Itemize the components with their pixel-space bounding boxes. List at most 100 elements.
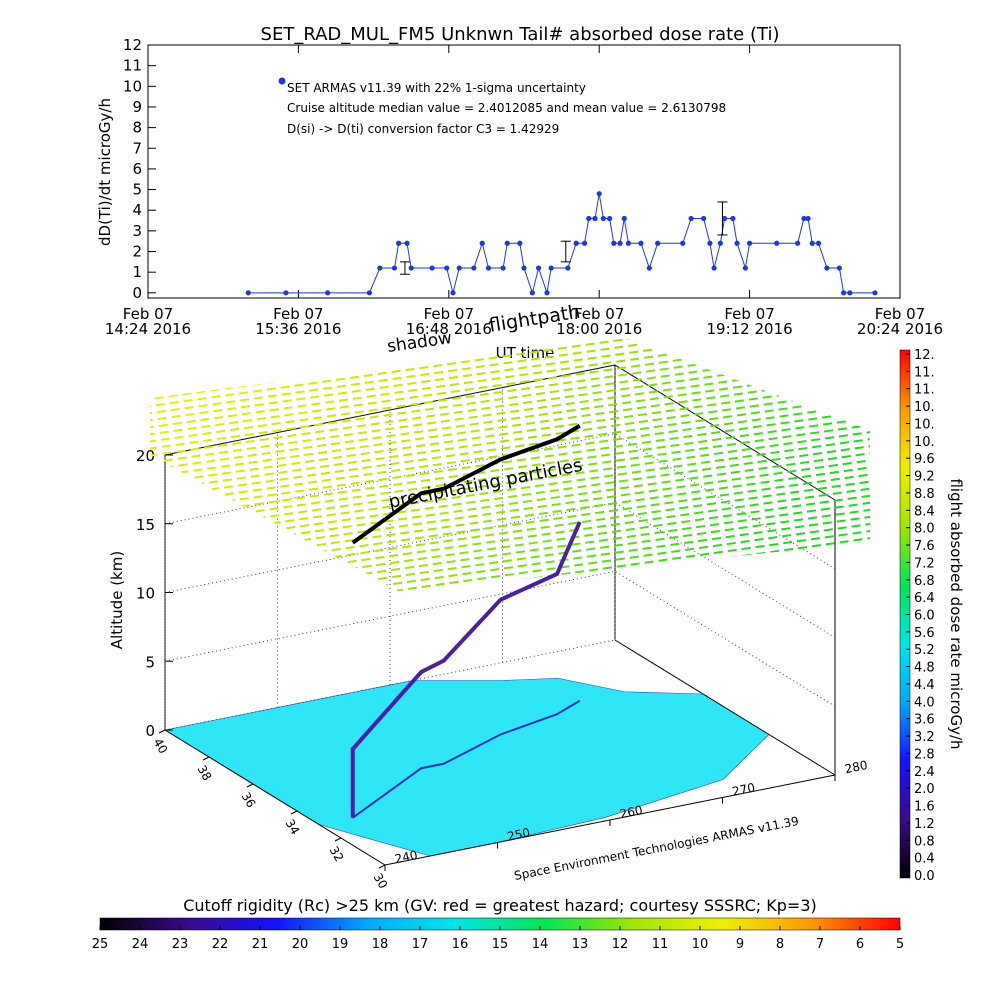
lat-tick (202, 756, 210, 761)
colorbar-tick-label: 5.6 (914, 626, 935, 641)
ground-track (352, 699, 581, 819)
colorbar-tick-label: 3.6 (914, 713, 935, 728)
data-point (600, 215, 606, 222)
data-point (707, 240, 713, 246)
lon-tick-label: 260 (619, 803, 644, 821)
colorbar-tick-label: 8 (776, 937, 784, 952)
data-point (742, 265, 749, 271)
data-point (444, 265, 450, 271)
lon-tick-label: 270 (731, 780, 756, 798)
data-point (479, 240, 485, 246)
data-point (836, 265, 843, 271)
data-point (573, 240, 579, 246)
data-point (377, 265, 383, 271)
colorbar-tick-label: 0.0 (914, 869, 935, 884)
colorbar-tick-label: 5 (896, 937, 904, 952)
data-point (450, 290, 456, 296)
data-point (366, 290, 373, 296)
lat-tick-label: 38 (195, 763, 215, 783)
series-line (248, 193, 875, 295)
data-point (536, 265, 542, 271)
colorbar-tick-label: 2.8 (914, 747, 935, 762)
data-point (504, 240, 510, 246)
x-tick-label: Feb 07 14:24 2016 (104, 305, 192, 338)
colorbar-tick-label: 6.4 (914, 591, 935, 606)
colorbar-tick-label: 13 (572, 937, 589, 952)
grid-line (164, 639, 836, 776)
colorbar-tick-label: 18 (372, 937, 389, 952)
data-point (625, 240, 632, 246)
colorbar-tick-label: 2.0 (914, 782, 935, 797)
chart-title: SET_RAD_MUL_FM5 Unknwn Tail# absorbed do… (261, 24, 780, 45)
data-point (429, 265, 435, 271)
lon-tick-label: 240 (394, 848, 419, 866)
data-point (701, 215, 707, 222)
x-tick-label: Feb 07 19:12 2016 (706, 305, 793, 338)
lat-tick-label: 40 (151, 736, 171, 756)
lat-tick (158, 729, 166, 734)
data-point (847, 290, 853, 296)
x-tick-label: Feb 07 15:36 2016 (255, 305, 342, 338)
colorbar-tick-label: 8.0 (914, 522, 935, 537)
shadow-path (351, 424, 581, 545)
lat-tick (246, 783, 254, 788)
y-tick-label: 10 (123, 77, 142, 95)
x-tick-label: Feb 07 20:24 2016 (856, 305, 944, 338)
data-point (617, 240, 623, 246)
z-tick-label: 5 (145, 653, 155, 671)
data-point (565, 265, 571, 271)
colorbar-tick-label: 12 (612, 937, 629, 952)
data-point (471, 265, 477, 271)
data-point (581, 240, 588, 246)
data-point (795, 240, 801, 246)
data-point (517, 240, 523, 246)
grid-line (164, 570, 836, 707)
colorbar-tick-label: 11 (652, 937, 669, 952)
data-point (734, 240, 740, 246)
data-point (521, 265, 527, 271)
legend-marker (278, 77, 286, 85)
colorbar-tick-label: 15 (492, 937, 509, 952)
grid-line (164, 501, 836, 638)
z-tick-label: 0 (145, 722, 155, 740)
data-point (815, 240, 822, 246)
lat-tick-label: 34 (283, 817, 303, 837)
data-point (607, 215, 613, 222)
y-tick-label: 0 (132, 284, 142, 302)
colorbar-tick-label: 21 (252, 937, 269, 952)
colorbar-tick-label: 10 (692, 937, 709, 952)
y-tick-label: 7 (132, 139, 142, 157)
data-point (391, 265, 398, 271)
colorbar-tick-label: 24 (132, 937, 149, 952)
data-point (586, 215, 592, 222)
z-tick-label: 15 (136, 516, 155, 534)
lat-tick-label: 32 (327, 844, 347, 864)
data-point (500, 265, 506, 271)
data-point (325, 290, 331, 296)
x-tick-label: Feb 07 18:00 2016 (556, 305, 643, 338)
colorbar-tick-label: 11. (914, 365, 935, 380)
colorbar-tick-label: 25 (92, 937, 109, 952)
y-tick-label: 6 (132, 160, 142, 178)
data-point (611, 240, 617, 246)
data-point (646, 265, 652, 271)
lon-tick-label: 280 (844, 758, 869, 776)
data-point (408, 265, 414, 271)
box-edge (614, 639, 836, 776)
y-tick-label: 9 (132, 98, 142, 116)
colorbar-tick-label: 7 (816, 937, 824, 952)
colorbar-tick-label: 6.8 (914, 574, 935, 589)
y-tick-label: 5 (132, 181, 142, 199)
data-point (592, 215, 598, 222)
colorbar-tick-label: 4.8 (914, 661, 935, 676)
lat-tick (290, 810, 298, 815)
shadow-plane (150, 338, 870, 592)
colorbar-tick-label: 1.2 (914, 817, 935, 832)
data-point (456, 265, 462, 271)
lat-tick (334, 837, 342, 842)
colorbar-tick-label: 10. (914, 435, 935, 450)
data-point (245, 290, 251, 296)
colorbar-tick-label: 7.2 (914, 556, 935, 571)
data-point (404, 240, 410, 246)
